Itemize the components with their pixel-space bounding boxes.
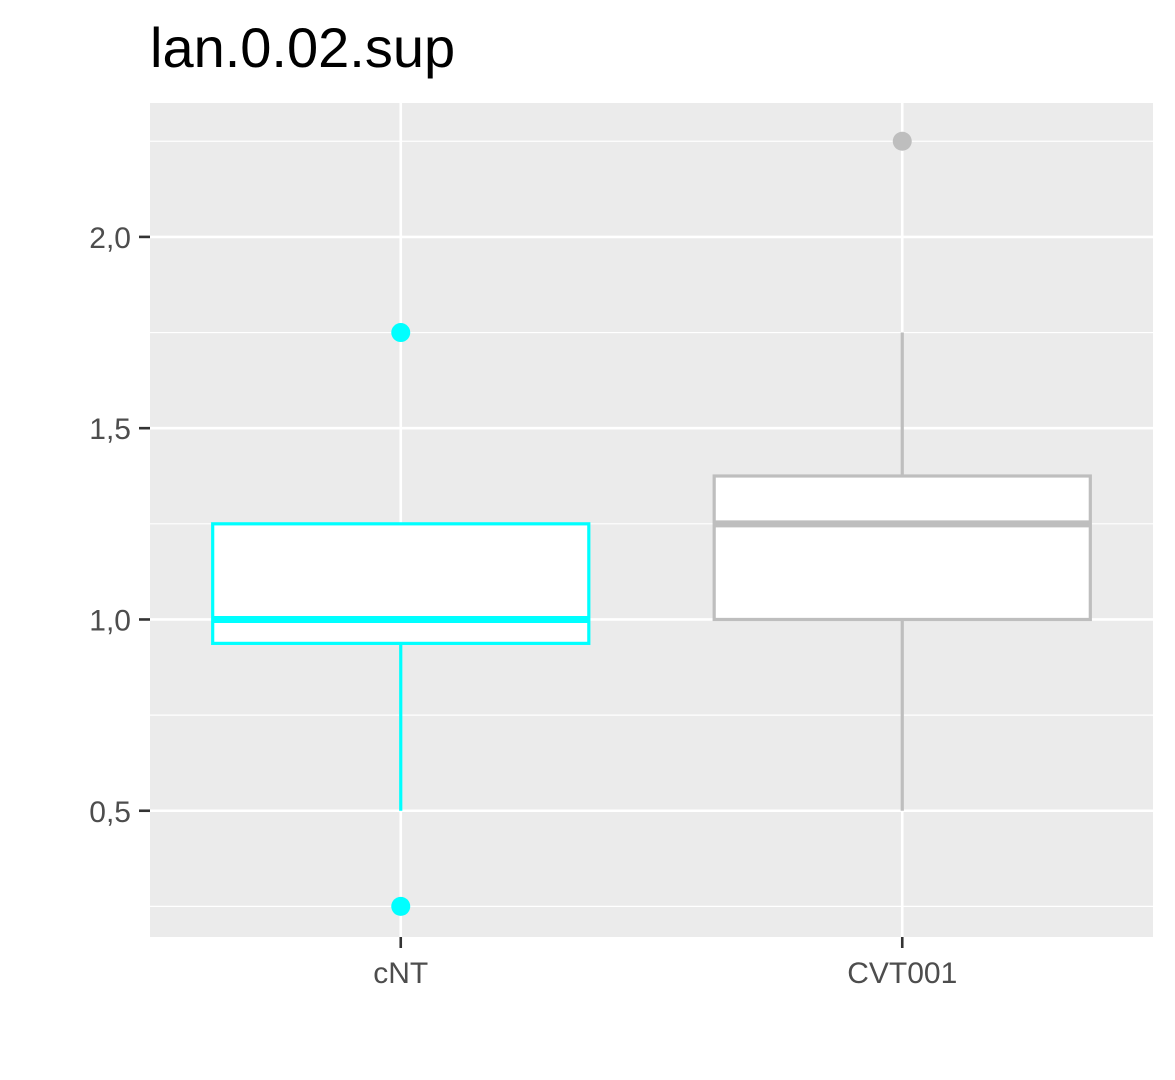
y-tick-label-0: 0,5 (89, 796, 131, 829)
y-axis: 0,5 1,0 1,5 2,0 (89, 222, 150, 829)
outlier-point-1 (391, 896, 411, 916)
x-tick-label-1: CVT001 (847, 957, 957, 990)
chart-title: lan.0.02.sup (150, 16, 455, 79)
y-tick-label-1: 1,0 (89, 604, 131, 637)
box-series (211, 131, 1092, 916)
box-cvt001 (712, 131, 1092, 811)
outlier-point-0 (391, 323, 411, 343)
outlier-point-0 (892, 131, 912, 151)
box-body (211, 522, 591, 645)
box-cnt (211, 323, 591, 916)
y-tick-label-2: 1,5 (89, 413, 131, 446)
y-tick-label-3: 2,0 (89, 222, 131, 255)
x-tick-label-0: cNT (373, 957, 428, 990)
box-body (712, 474, 1092, 622)
x-axis: cNT CVT001 (373, 937, 957, 990)
